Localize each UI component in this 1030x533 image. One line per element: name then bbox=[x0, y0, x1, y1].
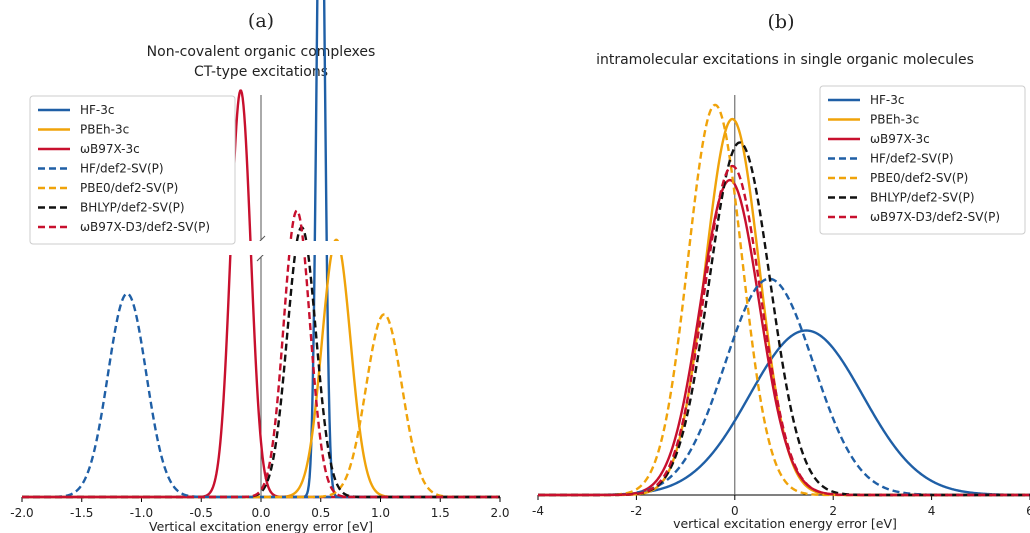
x-tick-label: -1.0 bbox=[130, 506, 153, 520]
legend-box bbox=[29, 95, 236, 245]
x-tick-label: -0.5 bbox=[190, 506, 213, 520]
legend-label-b97x-d3-def2-sv-p: ωB97X-D3/def2-SV(P) bbox=[870, 210, 1000, 224]
panel-a-label: (a) bbox=[248, 10, 274, 32]
panel-b-xlabel: vertical excitation energy error [eV] bbox=[673, 516, 897, 531]
legend-label-bhlyp-def2-sv-p: BHLYP/def2-SV(P) bbox=[80, 201, 185, 215]
x-tick-label: 0.0 bbox=[251, 506, 270, 520]
x-tick-label: 1.0 bbox=[371, 506, 390, 520]
legend-label-pbeh-3c: PBEh-3c bbox=[870, 113, 919, 127]
series-line-b97x-d3-def2-sv-p bbox=[21, 209, 501, 499]
legend-label-b97x-3c: ωB97X-3c bbox=[80, 142, 140, 156]
x-tick-label: -1.5 bbox=[70, 506, 93, 520]
legend-label-pbeh-3c: PBEh-3c bbox=[80, 123, 129, 137]
x-tick-label: 2 bbox=[829, 504, 837, 518]
panel-b-title: intramolecular excitations in single org… bbox=[596, 52, 974, 68]
legend-label-hf-3c: HF-3c bbox=[870, 93, 905, 107]
panel-a-xlabel: Vertical excitation energy error [eV] bbox=[149, 519, 373, 533]
x-tick-label: 4 bbox=[928, 504, 936, 518]
legend-label-hf-def2-sv-p: HF/def2-SV(P) bbox=[80, 162, 164, 176]
x-tick-label: 2.0 bbox=[490, 506, 509, 520]
legend-label-b97x-d3-def2-sv-p: ωB97X-D3/def2-SV(P) bbox=[80, 220, 210, 234]
legend-label-hf-def2-sv-p: HF/def2-SV(P) bbox=[870, 152, 954, 166]
x-tick-label: -2 bbox=[630, 504, 642, 518]
legend-label-b97x-3c: ωB97X-3c bbox=[870, 132, 930, 146]
legend-label-bhlyp-def2-sv-p: BHLYP/def2-SV(P) bbox=[870, 191, 975, 205]
axis-break-gap bbox=[162, 241, 500, 255]
panel-a: -2.0 -1.5 -1.0 -0.5 0.0 0.5 1.0 1.5 2.0 HF-3c PBEh… bbox=[10, 0, 510, 520]
series-line-hf-def2-sv-p bbox=[537, 277, 1030, 497]
legend-box bbox=[819, 85, 1026, 235]
series-line-hf-def2-sv-p bbox=[21, 292, 501, 499]
x-tick-label: 1.5 bbox=[431, 506, 450, 520]
panel-b: -4 -2 0 2 4 6 HF-3c PBEh-3c ωB97X-3c HF/def2-SV(P… bbox=[532, 85, 1030, 518]
legend: HF-3c PBEh-3c ωB97X-3c HF/def2-SV(P) PBE0/de… bbox=[29, 95, 236, 245]
x-tick-label: 0 bbox=[731, 504, 739, 518]
x-tick-label: 6 bbox=[1026, 504, 1030, 518]
series-line-b97x-d3-def2-sv-p bbox=[537, 164, 1030, 497]
x-tick-label: 0.5 bbox=[311, 506, 330, 520]
panel-a-subtitle: CT-type excitations bbox=[194, 64, 328, 80]
legend-label-hf-3c: HF-3c bbox=[80, 103, 115, 117]
series-line-hf-3c bbox=[537, 329, 1030, 497]
panel-a-title: Non-covalent organic complexes bbox=[147, 44, 376, 60]
legend-label-pbe0-def2-sv-p: PBE0/def2-SV(P) bbox=[870, 171, 968, 185]
plot-layer: -2.0 -1.5 -1.0 -0.5 0.0 0.5 1.0 1.5 2.0 HF-3c PBEh… bbox=[10, 0, 1030, 520]
legend: HF-3c PBEh-3c ωB97X-3c HF/def2-SV(P) PBE0/de… bbox=[819, 85, 1026, 235]
legend-label-pbe0-def2-sv-p: PBE0/def2-SV(P) bbox=[80, 181, 178, 195]
x-tick-label: -2.0 bbox=[10, 506, 33, 520]
panel-b-label: (b) bbox=[768, 11, 795, 33]
x-tick-label: -4 bbox=[532, 504, 544, 518]
